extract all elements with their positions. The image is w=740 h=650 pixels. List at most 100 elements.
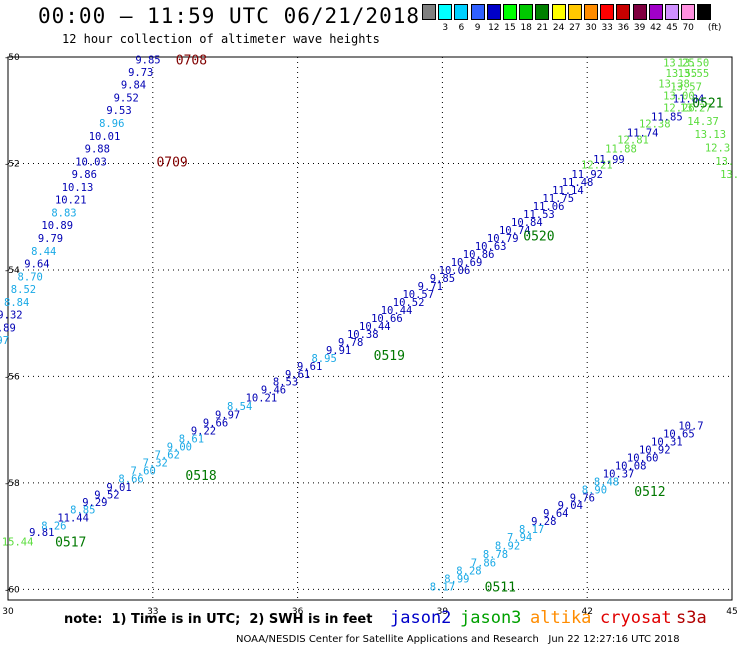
swh-label: 7.60 (130, 466, 155, 478)
swh-label: 11.84 (673, 94, 705, 106)
satellite-jason3: jason3 (460, 608, 522, 628)
swh-label: 9.89 (0, 322, 16, 334)
swh-label: 11.88 (605, 144, 637, 156)
swh-label: 10.7 (678, 420, 703, 432)
legend-label: 27 (569, 23, 581, 33)
satellite-jason2: jason2 (390, 608, 452, 628)
swh-label: 10.57 (402, 289, 434, 301)
lat-label: -58 (5, 479, 20, 489)
swh-label: 10.92 (639, 444, 671, 456)
swh-label: 9.61 (297, 361, 322, 373)
legend-swatch (616, 4, 631, 20)
swh-label: 9.64 (543, 508, 568, 520)
page-title: 00:00 – 11:59 UTC 06/21/2018 (38, 4, 421, 28)
legend-label: 36 (617, 23, 630, 33)
swh-label: 9.88 (85, 144, 110, 156)
swh-label: 9.00 (167, 442, 192, 454)
swh-label: 8.90 (582, 484, 607, 496)
lon-label: 36 (292, 607, 304, 617)
swh-label: 10.21 (55, 195, 87, 207)
lat-label: -52 (5, 159, 20, 169)
lon-label: 42 (581, 607, 592, 617)
swh-label: 10.52 (393, 297, 425, 309)
swh-label: 9.73 (128, 67, 153, 79)
legend-label: 39 (633, 23, 646, 33)
swh-label: 9.81 (29, 527, 54, 539)
legend-label: 6 (458, 23, 465, 33)
swh-label: 8.92 (495, 541, 520, 553)
time-label: 0708 (176, 54, 207, 69)
swh-label: 7.94 (507, 532, 532, 544)
time-label: 0709 (156, 155, 187, 170)
swh-label: 9.46 (261, 385, 286, 397)
lon-label: 39 (437, 607, 449, 617)
swh-label: 8.44 (31, 246, 56, 258)
lat-label: -54 (5, 266, 20, 276)
swh-label: 8.53 (273, 377, 298, 389)
swh-label: 9.71 (418, 281, 443, 293)
swh-label: 14.37 (687, 116, 719, 128)
swh-label: 10.60 (627, 452, 659, 464)
swh-label: 10.06 (439, 265, 471, 277)
swh-label: 10.38 (347, 329, 379, 341)
swh-label: 11.14 (552, 185, 584, 197)
legend-swatch (470, 4, 485, 20)
swh-label: 7.32 (143, 458, 168, 470)
swh-label: 12.38 (639, 119, 671, 131)
swh-label: 9.78 (338, 337, 363, 349)
swh-label: 11.85 (651, 112, 683, 124)
swh-label: 8.54 (227, 401, 252, 413)
swh-label: 8.83 (51, 207, 76, 219)
swh-label: 13.25 (663, 57, 695, 69)
swh-label: 13.00 (663, 90, 695, 102)
page-subtitle: 12 hour collection of altimeter wave hei… (62, 32, 380, 46)
legend-swatch (535, 4, 550, 20)
legend-label: 3 (442, 23, 449, 33)
swh-label: 10.31 (651, 436, 683, 448)
swh-label: 9.66 (203, 418, 228, 430)
swh-label: 8.97 (0, 335, 9, 347)
swh-label: 10.21 (246, 393, 278, 405)
swh-label: 10.37 (603, 468, 635, 480)
swh-label: 13.55 (666, 68, 698, 80)
swh-label: 11.92 (571, 169, 603, 181)
lat-label: -60 (5, 585, 20, 595)
time-label: 0511 (485, 581, 516, 596)
swh-label: 8.84 (4, 297, 29, 309)
time-label: 0521 (692, 96, 723, 111)
legend-label: 45 (666, 23, 678, 33)
swh-label: 9.01 (106, 482, 131, 494)
lat-label: -56 (5, 372, 20, 382)
swh-label: 13.38 (658, 79, 690, 91)
swh-label: 13. (715, 156, 734, 168)
swh-label: 10.74 (499, 225, 531, 237)
swh-label: 13.55 (678, 68, 710, 80)
legend-label: 21 (536, 23, 549, 33)
time-label: 0518 (185, 469, 216, 484)
swh-label: 13. (720, 169, 739, 181)
swh-label: 13.57 (670, 81, 702, 93)
swh-label: 9.85 (135, 55, 160, 67)
legend-label: 70 (682, 23, 694, 33)
swh-label: 10.89 (41, 220, 73, 232)
swh-label: 9.76 (570, 492, 595, 504)
legend-swatch (503, 4, 517, 20)
swh-label: 12.21 (581, 160, 613, 172)
swh-label: 11.75 (542, 193, 574, 205)
swh-label: 9.91 (326, 345, 351, 357)
swh-label: 8.78 (483, 549, 508, 561)
legend-label: 42 (650, 23, 662, 33)
swh-label: 7.86 (471, 558, 496, 570)
swh-label: 12.3 (705, 143, 730, 155)
swh-label: 9.53 (106, 105, 131, 117)
swh-label: 9.52 (94, 490, 119, 502)
swh-label: 10.65 (663, 428, 695, 440)
time-label: 0519 (374, 349, 405, 364)
swh-label: 8.26 (41, 520, 66, 532)
legend-swatch (648, 4, 663, 20)
swh-label: 9.84 (121, 80, 146, 92)
footer-note: note: 1) Time is in UTC; 2) SWH is in fe… (64, 612, 373, 627)
legend-label: 9 (474, 23, 481, 33)
swh-label: 9.97 (215, 410, 240, 422)
credit-line: NOAA/NESDIS Center for Satellite Applica… (236, 634, 680, 645)
